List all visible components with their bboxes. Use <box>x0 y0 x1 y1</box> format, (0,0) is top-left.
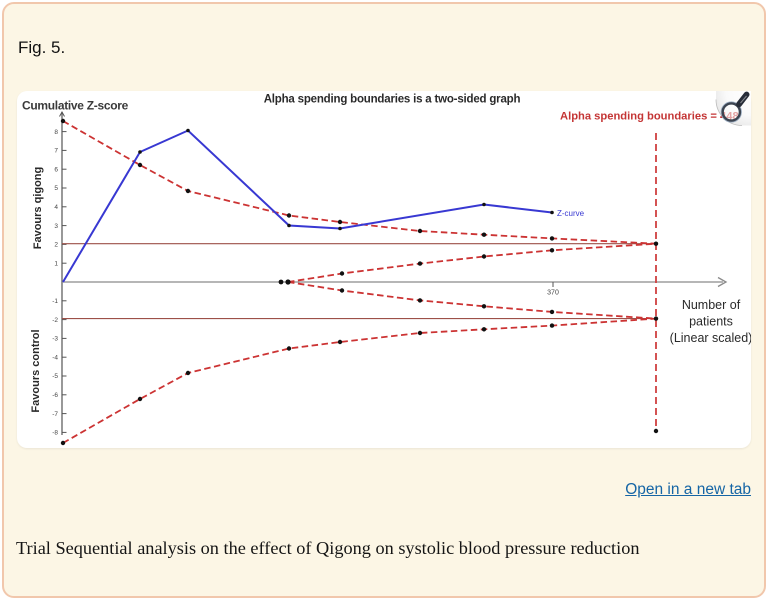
svg-text:3: 3 <box>54 223 58 230</box>
svg-text:Z-curve: Z-curve <box>557 209 585 218</box>
svg-text:-2: -2 <box>52 317 58 324</box>
svg-text:1: 1 <box>54 260 58 267</box>
svg-text:8: 8 <box>54 129 58 136</box>
svg-text:Number of: Number of <box>682 298 741 312</box>
svg-text:5: 5 <box>54 185 58 192</box>
svg-text:-5: -5 <box>52 373 58 380</box>
svg-text:Favours qigong: Favours qigong <box>32 167 44 250</box>
svg-text:370: 370 <box>547 290 559 297</box>
svg-text:-7: -7 <box>52 411 58 418</box>
svg-text:4: 4 <box>54 204 58 211</box>
svg-text:Alpha spending boundaries is a: Alpha spending boundaries is a two-sided… <box>264 94 521 106</box>
svg-text:-8: -8 <box>52 430 58 437</box>
svg-text:2: 2 <box>54 242 58 249</box>
svg-text:6: 6 <box>54 166 58 173</box>
svg-text:Cumulative Z-score: Cumulative Z-score <box>22 99 129 113</box>
svg-text:-1: -1 <box>52 298 58 305</box>
svg-text:-3: -3 <box>52 336 58 343</box>
svg-text:7: 7 <box>54 148 58 155</box>
svg-text:patients: patients <box>689 315 733 329</box>
svg-text:(Linear scaled): (Linear scaled) <box>670 331 751 345</box>
svg-text:-6: -6 <box>52 392 58 399</box>
svg-text:-4: -4 <box>52 354 58 361</box>
svg-text:Alpha spending boundaries = 44: Alpha spending boundaries = 448 <box>560 111 739 123</box>
svg-text:Favours control: Favours control <box>30 329 42 412</box>
